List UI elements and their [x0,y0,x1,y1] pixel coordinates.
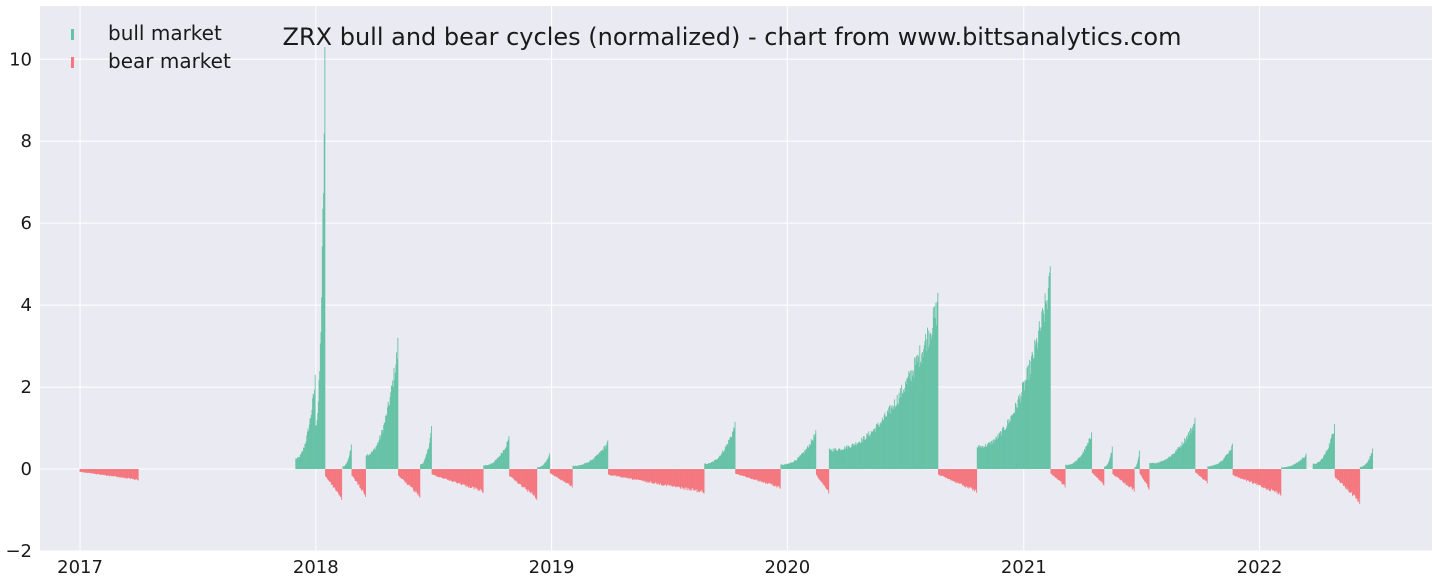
legend-bear-label: bear market [108,49,231,73]
legend-bull-label: bull market [108,21,222,45]
legend: bull market bear market [71,21,231,73]
y-tick-label: 6 [21,213,32,234]
y-tick-label: −2 [5,541,32,562]
y-tick-label: 2 [21,377,32,398]
y-tick-label: 0 [21,459,32,480]
y-tick-label: 8 [21,131,32,152]
y-axis-ticks: −2 0 2 4 6 8 10 [5,49,32,562]
grid-lines [40,6,1432,552]
y-tick-label: 4 [21,295,32,316]
chart-title: ZRX bull and bear cycles (normalized) - … [283,23,1182,51]
plot-background [40,6,1432,551]
x-tick-label: 2017 [57,557,103,578]
x-axis-ticks: 2017 2018 2019 2020 2021 2022 [57,557,1282,578]
x-tick-label: 2019 [529,557,575,578]
legend-bear-swatch [71,57,74,68]
x-tick-label: 2021 [1001,557,1047,578]
x-tick-label: 2020 [764,557,810,578]
legend-bull-swatch [71,29,74,40]
bars [79,46,1374,504]
x-tick-label: 2022 [1237,557,1283,578]
x-tick-label: 2018 [293,557,339,578]
y-tick-label: 10 [9,49,32,70]
